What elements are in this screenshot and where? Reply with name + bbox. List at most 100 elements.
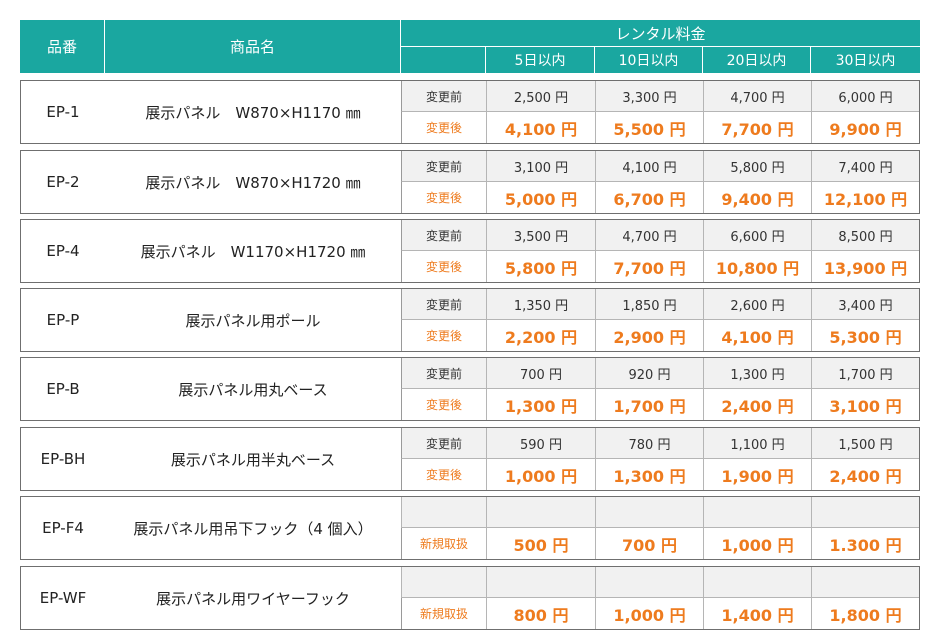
header-divider: [485, 47, 486, 73]
price-before: 3,300 円: [595, 81, 703, 112]
new-item-label: 新規取扱: [401, 528, 486, 559]
price-before: 2,600 円: [703, 289, 811, 320]
header-period-30: 30日以内: [811, 47, 920, 73]
price-after: 10,800 円: [703, 251, 811, 282]
price-before: 1,300 円: [703, 358, 811, 389]
price-before: 4,100 円: [595, 151, 703, 182]
price-after: 1,800 円: [811, 598, 919, 629]
product-code: EP-4: [46, 242, 80, 260]
price-before: 5,800 円: [703, 151, 811, 182]
price-after: 12,100 円: [811, 182, 919, 213]
header-divider: [104, 20, 105, 73]
blank-cell: [401, 497, 486, 528]
price-after: 2,900 円: [595, 320, 703, 351]
after-label: 変更後: [401, 251, 486, 282]
before-label: 変更前: [401, 358, 486, 389]
product-code: EP-P: [46, 311, 80, 329]
price-after: 500 円: [486, 528, 595, 559]
price-after: 1,400 円: [703, 598, 811, 629]
blank-cell: [703, 567, 811, 598]
price-after: 9,400 円: [703, 182, 811, 213]
product-code: EP-WF: [39, 589, 87, 607]
header-period-5: 5日以内: [486, 47, 594, 73]
price-after: 4,100 円: [703, 320, 811, 351]
product-code: EP-1: [46, 103, 80, 121]
price-before: 920 円: [595, 358, 703, 389]
header-blank: [401, 47, 485, 73]
price-after: 1,700 円: [595, 389, 703, 420]
header-rental-label: レンタル料金: [615, 24, 706, 43]
after-label: 変更後: [401, 112, 486, 143]
product-row: EP-1 展示パネル W870×H1170 ㎜ 変更前 2,500 円 3,30…: [20, 80, 920, 144]
product-row: EP-2 展示パネル W870×H1720 ㎜ 変更前 3,100 円 4,10…: [20, 150, 920, 214]
price-after: 3,100 円: [811, 389, 919, 420]
product-name: 展示パネル W870×H1720 ㎜: [145, 173, 361, 192]
blank-cell: [595, 567, 703, 598]
header-period-20: 20日以内: [703, 47, 810, 73]
blank-cell: [703, 497, 811, 528]
product-name: 展示パネル W870×H1170 ㎜: [145, 103, 361, 122]
price-after: 2,200 円: [486, 320, 595, 351]
price-after: 1,000 円: [486, 459, 595, 490]
after-label: 変更後: [401, 459, 486, 490]
new-item-label: 新規取扱: [401, 598, 486, 629]
price-after: 1,300 円: [486, 389, 595, 420]
price-before: 3,500 円: [486, 220, 595, 251]
blank-cell: [401, 567, 486, 598]
price-after: 9,900 円: [811, 112, 919, 143]
header-name-label: 商品名: [229, 38, 275, 56]
product-name: 展示パネル用吊下フック（4 個入）: [133, 519, 373, 538]
product-name: 展示パネル W1170×H1720 ㎜: [140, 242, 366, 261]
product-name: 展示パネル用ワイヤーフック: [156, 589, 350, 608]
header-divider: [594, 47, 595, 73]
price-before: 4,700 円: [703, 81, 811, 112]
product-code: EP-B: [46, 380, 80, 398]
price-before: 1,100 円: [703, 428, 811, 459]
price-after: 4,100 円: [486, 112, 595, 143]
header-period-label: 20日以内: [726, 53, 787, 69]
before-label: 変更前: [401, 428, 486, 459]
header-divider: [702, 47, 703, 73]
header-code-label: 品番: [46, 38, 77, 56]
blank-cell: [595, 497, 703, 528]
price-before: 7,400 円: [811, 151, 919, 182]
price-after: 2,400 円: [811, 459, 919, 490]
price-after: 1,900 円: [703, 459, 811, 490]
header-code: 品番: [20, 20, 104, 73]
product-name: 展示パネル用丸ベース: [178, 380, 328, 399]
price-after: 2,400 円: [703, 389, 811, 420]
header-period-label: 5日以内: [514, 53, 566, 69]
before-label: 変更前: [401, 81, 486, 112]
product-row: EP-P 展示パネル用ポール 変更前 1,350 円 1,850 円 2,600…: [20, 288, 920, 352]
price-before: 3,400 円: [811, 289, 919, 320]
price-after: 5,800 円: [486, 251, 595, 282]
blank-cell: [811, 567, 919, 598]
price-before: 3,100 円: [486, 151, 595, 182]
price-before: 1,850 円: [595, 289, 703, 320]
header-rental: レンタル料金: [401, 20, 920, 46]
price-before: 780 円: [595, 428, 703, 459]
price-after: 13,900 円: [811, 251, 919, 282]
after-label: 変更後: [401, 389, 486, 420]
product-code: EP-2: [46, 173, 80, 191]
blank-cell: [486, 567, 595, 598]
product-row: EP-BH 展示パネル用半丸ベース 変更前 590 円 780 円 1,100 …: [20, 427, 920, 491]
price-after: 6,700 円: [595, 182, 703, 213]
blank-cell: [811, 497, 919, 528]
after-label: 変更後: [401, 182, 486, 213]
product-row: EP-4 展示パネル W1170×H1720 ㎜ 変更前 3,500 円 4,7…: [20, 219, 920, 283]
price-after: 1,300 円: [595, 459, 703, 490]
after-label: 変更後: [401, 320, 486, 351]
product-code: EP-BH: [40, 450, 86, 468]
header-period-label: 30日以内: [835, 53, 896, 69]
header-divider: [810, 47, 811, 73]
header-period-label: 10日以内: [618, 53, 679, 69]
price-after: 1,000 円: [703, 528, 811, 559]
price-after: 800 円: [486, 598, 595, 629]
header-period-10: 10日以内: [595, 47, 702, 73]
price-after: 7,700 円: [703, 112, 811, 143]
price-after: 5,300 円: [811, 320, 919, 351]
price-before: 4,700 円: [595, 220, 703, 251]
price-before: 700 円: [486, 358, 595, 389]
price-before: 6,000 円: [811, 81, 919, 112]
